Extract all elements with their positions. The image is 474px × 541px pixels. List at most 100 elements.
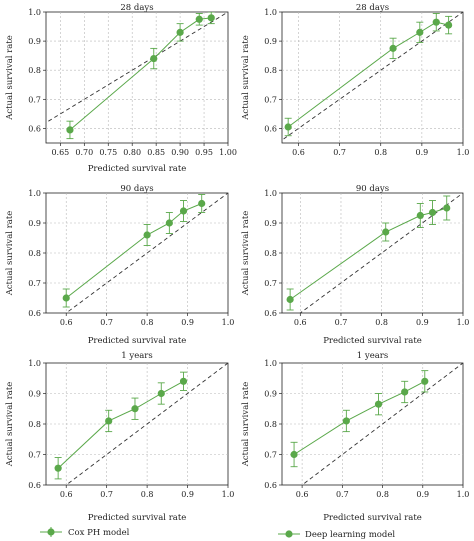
x-tick-label: 0.9 — [416, 318, 429, 327]
y-tick-label: 1.0 — [28, 189, 41, 198]
legend-marker-cox — [47, 528, 55, 536]
ideal-diagonal-line — [282, 12, 463, 141]
x-tick-label: 0.75 — [99, 148, 117, 157]
x-tick-label: 1.0 — [457, 490, 470, 499]
data-point — [416, 28, 424, 36]
ideal-diagonal-line — [299, 193, 463, 313]
x-axis-label: Predicted survival rate — [323, 513, 422, 523]
ideal-diagonal-line — [65, 193, 228, 313]
data-point — [176, 28, 184, 36]
legend-item-cox: Cox PH model — [40, 527, 130, 538]
y-tick-label: 1.0 — [264, 189, 277, 198]
chart-title: 90 days — [356, 184, 389, 194]
data-point — [401, 388, 409, 396]
chart-title: 90 days — [120, 184, 153, 194]
x-tick-label: 0.85 — [147, 148, 165, 157]
x-tick-label: 0.6 — [294, 318, 307, 327]
y-tick-label: 0.8 — [264, 420, 277, 429]
data-point — [54, 464, 62, 472]
x-tick-label: 0.8 — [376, 490, 389, 499]
y-tick-label: 0.6 — [28, 124, 41, 133]
y-tick-label: 0.6 — [28, 309, 41, 318]
data-point — [179, 207, 188, 215]
plot-area — [62, 193, 228, 313]
data-point — [432, 18, 440, 26]
x-tick-label: 0.8 — [375, 318, 388, 327]
plot-area — [282, 12, 463, 141]
x-tick-label: 0.7 — [100, 490, 113, 499]
data-point — [105, 417, 113, 425]
x-tick-label: 0.70 — [75, 148, 93, 157]
x-tick-label: 1.00 — [219, 148, 237, 157]
data-point — [443, 204, 451, 212]
plot-frame — [281, 362, 464, 486]
data-point — [374, 400, 383, 408]
x-tick-label: 0.7 — [333, 148, 346, 157]
chart-panel-2: 0.6 0.7 0.8 0.9 1.0 0.6 0.7 0.8 0.9 1.0 28 days Act… — [241, 3, 469, 157]
chart-panel-3: 0.6 0.7 0.8 0.9 1.0 0.6 0.7 0.8 0.9 1.0 90 days Pre… — [5, 184, 234, 346]
plot-frame — [281, 11, 464, 144]
data-point — [179, 377, 188, 385]
data-point — [131, 405, 139, 413]
y-axis-label: Actual survival rate — [5, 211, 15, 297]
data-point — [165, 219, 173, 227]
x-axis-label: Predicted survival rate — [88, 164, 187, 174]
data-point — [416, 211, 424, 220]
legend: Cox PH model Deep learning model — [40, 527, 395, 540]
y-tick-label: 0.6 — [264, 481, 277, 490]
x-tick-label: 0.9 — [181, 318, 194, 327]
y-tick-label: 1.0 — [264, 8, 277, 17]
data-point — [66, 126, 74, 134]
chart-panel-5: 0.6 0.7 0.8 0.9 1.0 0.6 0.7 0.8 0.9 1.0 1 years Pre… — [5, 351, 234, 523]
y-tick-label: 0.8 — [28, 420, 41, 429]
x-tick-label: 0.6 — [60, 318, 73, 327]
plot-area — [286, 193, 463, 313]
x-tick-label: 1.0 — [222, 490, 235, 499]
x-tick-label: 0.9 — [181, 490, 194, 499]
data-point — [284, 123, 292, 131]
legend-item-deep-learning: Deep learning model — [278, 530, 395, 540]
y-axis-label: Actual survival rate — [5, 382, 15, 468]
chart-title: 1 years — [357, 351, 388, 361]
plot-frame — [45, 362, 229, 486]
y-tick-label: 0.8 — [264, 66, 277, 75]
data-point — [286, 295, 294, 304]
x-tick-label: 0.6 — [60, 490, 73, 499]
x-tick-label: 0.8 — [141, 490, 154, 499]
y-tick-label: 0.9 — [264, 37, 277, 46]
data-point — [195, 15, 203, 23]
y-tick-label: 0.9 — [28, 390, 41, 399]
data-point — [157, 389, 165, 398]
ideal-diagonal-line — [65, 363, 228, 485]
x-tick-label: 1.0 — [457, 148, 470, 157]
ideal-diagonal-line — [301, 363, 463, 485]
x-tick-label: 0.8 — [141, 318, 154, 327]
chart-title: 28 days — [120, 3, 153, 13]
legend-label-cox: Cox PH model — [68, 528, 130, 538]
x-axis-label: Predicted survival rate — [323, 336, 422, 346]
chart-title: 1 years — [121, 351, 152, 361]
y-tick-label: 1.0 — [264, 359, 277, 368]
data-point — [421, 377, 429, 385]
x-tick-label: 1.0 — [222, 318, 235, 327]
x-tick-label: 0.80 — [123, 148, 141, 157]
data-point — [342, 417, 350, 425]
y-axis-label: Actual survival rate — [241, 382, 251, 468]
plot-area — [54, 363, 228, 485]
x-tick-label: 0.7 — [335, 318, 348, 327]
x-tick-label: 0.90 — [171, 148, 189, 157]
y-tick-label: 0.8 — [28, 66, 41, 75]
data-point — [143, 231, 151, 239]
x-tick-label: 0.7 — [336, 490, 349, 499]
data-point — [428, 208, 437, 217]
y-tick-label: 0.7 — [264, 279, 277, 288]
data-point — [389, 44, 397, 52]
y-axis-label: Actual survival rate — [5, 35, 15, 121]
legend-marker-deep-learning — [285, 530, 293, 538]
ideal-diagonal-line — [46, 12, 228, 124]
x-tick-label: 0.95 — [195, 148, 213, 157]
plot-area — [290, 363, 463, 485]
x-axis-label: Predicted survival rate — [88, 336, 187, 346]
y-tick-label: 0.7 — [28, 279, 41, 288]
